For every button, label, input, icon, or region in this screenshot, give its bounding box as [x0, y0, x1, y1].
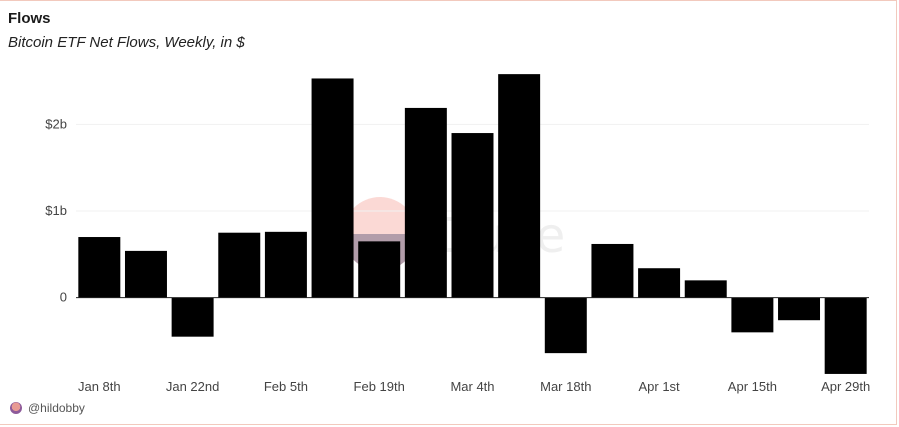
bar-apr-8th [684, 280, 727, 298]
bar-mar-4th [451, 133, 494, 298]
bar-apr-29th [824, 297, 867, 374]
bar-feb-12th [311, 78, 354, 298]
x-tick-label-3: Feb 19th [354, 379, 405, 394]
x-axis-labels: Jan 8th Jan 22nd Feb 5th Feb 19th Mar 4th Mar… [78, 379, 870, 394]
x-tick-label-8: Apr 29th [821, 379, 870, 394]
x-tick-label-6: Apr 1st [638, 379, 680, 394]
x-tick-label-4: Mar 4th [450, 379, 494, 394]
x-tick-label-5: Mar 18th [540, 379, 591, 394]
author-avatar-icon [10, 402, 22, 414]
y-tick-label-1: $1b [45, 203, 67, 218]
bar-series [78, 74, 867, 374]
x-tick-label-0: Jan 8th [78, 379, 121, 394]
chart-title: Flows [8, 10, 51, 27]
chart-subtitle: Bitcoin ETF Net Flows, Weekly, in $ [8, 34, 245, 51]
bar-jan-15th [124, 250, 167, 298]
bar-jan-29th [218, 232, 261, 298]
x-tick-label-7: Apr 15th [728, 379, 777, 394]
bar-jan-22nd [171, 297, 214, 337]
y-tick-label-2: $2b [45, 116, 67, 131]
x-tick-label-1: Jan 22nd [166, 379, 220, 394]
y-axis-labels: 0 $1b $2b [45, 116, 67, 304]
bar-jan-8th [78, 237, 121, 298]
bar-feb-19th [358, 241, 401, 298]
x-tick-label-2: Feb 5th [264, 379, 308, 394]
bar-feb-26th [404, 107, 447, 298]
bar-feb-5th [264, 231, 307, 298]
bar-mar-18th [544, 297, 587, 354]
y-tick-label-0: 0 [60, 290, 67, 305]
footer-credit: @hildobby [10, 401, 85, 415]
bar-mar-25th [591, 243, 634, 298]
bar-apr-22nd [778, 297, 821, 321]
bar-apr-1st [638, 268, 681, 298]
bar-apr-15th [731, 297, 774, 333]
author-handle: @hildobby [28, 401, 85, 415]
bar-mar-11th [498, 74, 541, 298]
